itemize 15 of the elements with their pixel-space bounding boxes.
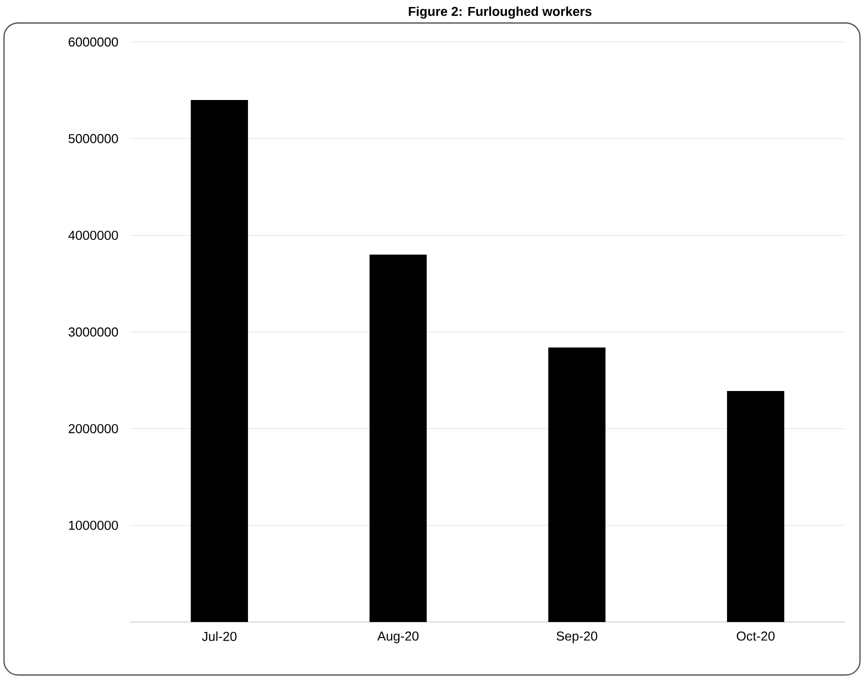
bar bbox=[370, 254, 427, 622]
bar bbox=[190, 100, 248, 622]
y-tick-label: 3000000 bbox=[68, 327, 118, 337]
y-tick-label: 5000000 bbox=[68, 134, 118, 144]
y-tick-label: 1000000 bbox=[69, 520, 118, 530]
x-tick-label: Oct-20 bbox=[736, 632, 775, 641]
bar bbox=[727, 390, 784, 622]
y-tick-label: 4000000 bbox=[68, 230, 118, 240]
y-tick-label: 2000000 bbox=[68, 424, 118, 434]
x-tick-label: Aug-20 bbox=[377, 632, 419, 644]
bar bbox=[548, 347, 606, 622]
x-tick-label: Sep-20 bbox=[556, 632, 598, 644]
chart-title: Figure 2: Furloughed workers bbox=[408, 6, 592, 19]
y-tick-label: 6000000 bbox=[68, 37, 118, 47]
x-tick-label: Jul-20 bbox=[202, 632, 237, 642]
